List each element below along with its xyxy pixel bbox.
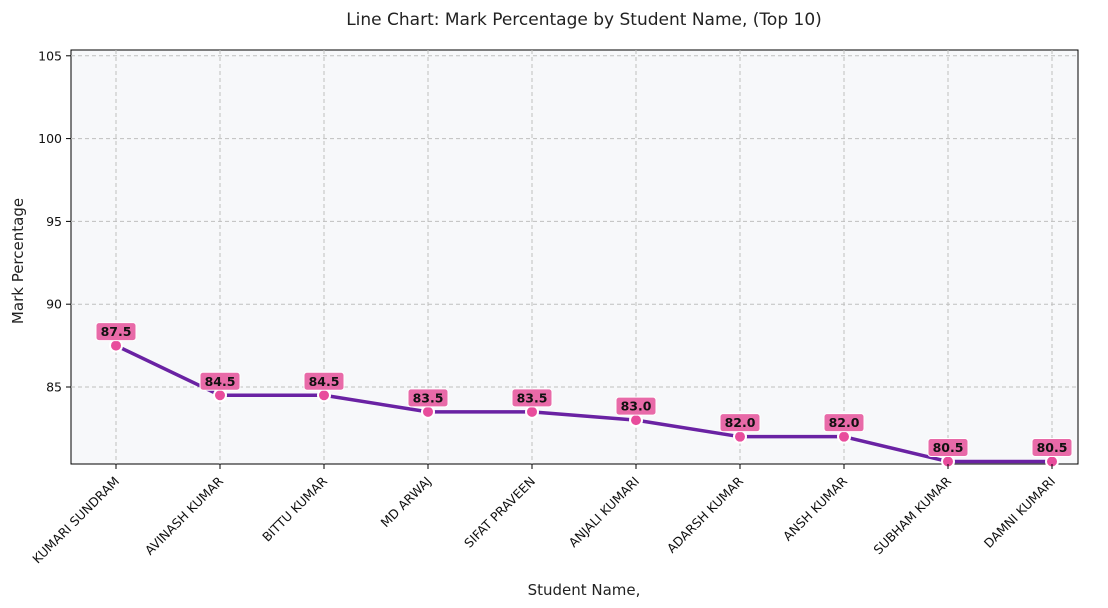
data-label-text-7: 82.0 xyxy=(829,415,860,430)
data-label-bg-7 xyxy=(823,413,865,433)
data-point-0 xyxy=(109,338,123,353)
y-tick-label-1: 90 xyxy=(46,297,62,312)
data-point-6 xyxy=(733,429,747,444)
data-label-text-0: 87.5 xyxy=(101,324,132,339)
data-label-7: 82.0 xyxy=(823,413,865,433)
data-point-7 xyxy=(837,429,851,444)
data-point-3 xyxy=(421,404,435,419)
data-label-text-5: 83.0 xyxy=(621,399,652,414)
data-label-text-2: 84.5 xyxy=(309,374,340,389)
data-label-text-9: 80.5 xyxy=(1037,440,1068,455)
x-tick-label-6: ADARSH KUMAR xyxy=(664,473,747,556)
y-tick-label-3: 100 xyxy=(38,131,62,146)
data-label-text-6: 82.0 xyxy=(725,415,756,430)
data-label-6: 82.0 xyxy=(719,413,761,433)
x-tick-label-2: BITTU KUMAR xyxy=(259,473,330,544)
data-label-bg-0 xyxy=(95,322,137,342)
x-axis-ticks: KUMARI SUNDRAM AVINASH KUMAR BITTU KUMAR MD… xyxy=(29,464,1058,566)
y-axis-label: Mark Percentage xyxy=(9,198,27,324)
data-label-1: 84.5 xyxy=(199,371,241,391)
data-label-text-8: 80.5 xyxy=(933,440,964,455)
data-label-8: 80.5 xyxy=(927,438,969,458)
x-tick-label-0: KUMARI SUNDRAM xyxy=(29,474,122,567)
data-label-bg-5 xyxy=(615,396,657,416)
data-label-bg-1 xyxy=(199,371,241,391)
data-label-text-4: 83.5 xyxy=(517,390,548,405)
data-label-bg-8 xyxy=(927,438,969,458)
data-point-4 xyxy=(525,404,539,419)
data-point-5 xyxy=(629,413,643,428)
chart-title: Line Chart: Mark Percentage by Student N… xyxy=(346,10,822,30)
data-label-2: 84.5 xyxy=(303,371,345,391)
x-axis-label: Student Name, xyxy=(528,581,641,599)
x-tick-label-8: SUBHAM KUMAR xyxy=(870,473,954,557)
data-label-bg-3 xyxy=(407,388,449,408)
data-label-bg-4 xyxy=(511,388,553,408)
y-tick-label-0: 85 xyxy=(46,379,62,394)
data-label-5: 83.0 xyxy=(615,396,657,416)
y-tick-label-2: 95 xyxy=(46,214,62,229)
y-tick-label-4: 105 xyxy=(38,48,62,63)
series-polyline xyxy=(115,344,1052,464)
x-tick-label-3: MD ARWAJ xyxy=(378,474,435,531)
x-tick-label-4: SIFAT PRAVEEN xyxy=(461,474,538,551)
y-axis-ticks: 85 90 95 100 105 xyxy=(38,48,71,394)
data-label-4: 83.5 xyxy=(511,388,553,408)
x-tick-label-1: AVINASH KUMAR xyxy=(142,473,227,558)
data-label-bg-6 xyxy=(719,413,761,433)
data-labels: 87.5 84.5 84.5 83.5 83.5 83.0 82.0 82.0 80.5 80.5 xyxy=(95,322,1073,458)
data-label-text-1: 84.5 xyxy=(205,374,236,389)
data-label-9: 80.5 xyxy=(1031,438,1073,458)
x-tick-label-7: ANSH KUMAR xyxy=(780,473,850,543)
series-line xyxy=(115,344,1052,464)
x-tick-label-5: ANJALI KUMARI xyxy=(566,474,643,551)
data-label-3: 83.5 xyxy=(407,388,449,408)
data-point-1 xyxy=(213,388,227,403)
data-label-text-3: 83.5 xyxy=(413,390,444,405)
data-label-bg-9 xyxy=(1031,438,1073,458)
data-label-0: 87.5 xyxy=(95,322,137,342)
data-label-bg-2 xyxy=(303,371,345,391)
x-tick-label-9: DAMNI KUMARI xyxy=(981,474,1058,551)
data-point-2 xyxy=(317,388,331,403)
